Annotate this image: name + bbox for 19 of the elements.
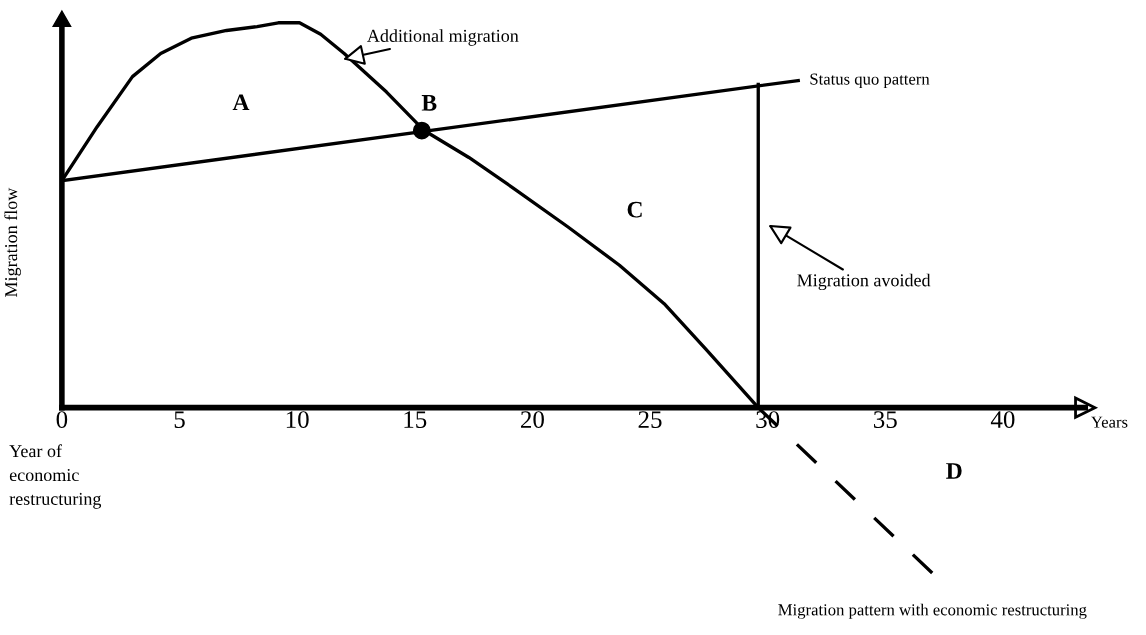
x-tick-label: 15 [404, 411, 427, 429]
text: Migration pattern with economic restructuring [778, 603, 1087, 619]
y-axis-title: Migration flow [4, 187, 21, 297]
annotation: D [946, 463, 962, 479]
x-tick-label: 0 [56, 411, 68, 429]
annotation: B [421, 95, 437, 111]
x-tick-label: 20 [521, 411, 544, 429]
x-tick-label: 25 [638, 411, 662, 429]
annotation: C [627, 201, 642, 218]
series-label: Status quo pattern [810, 73, 930, 89]
x-tick-label: 35 [873, 411, 897, 429]
x-tick-label: 10 [286, 411, 309, 429]
annotation: Additional migration [367, 29, 519, 46]
x-axis-title: Years [1091, 416, 1128, 428]
x-tick-label: 5 [174, 411, 185, 429]
annotation: Migration avoided [797, 273, 931, 291]
annotation: Year of economic restructuring [9, 444, 102, 509]
x-tick-label: 40 [990, 411, 1015, 429]
annotation: A [232, 94, 250, 110]
